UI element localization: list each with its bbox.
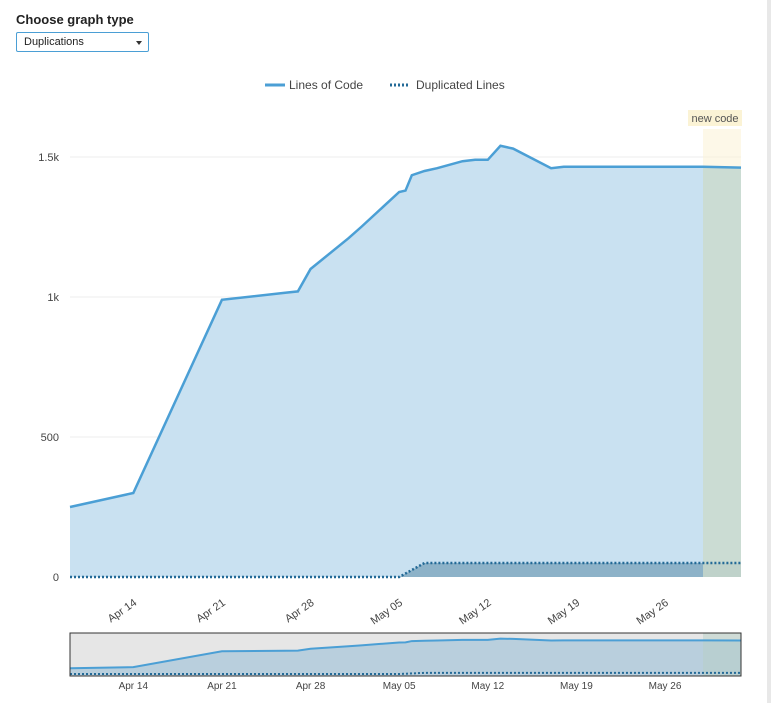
lines-of-code-area	[70, 145, 741, 578]
duplicated-lines-area	[70, 563, 741, 577]
chevron-down-icon	[136, 41, 142, 45]
main-chart: 0 500 1k 1.5k Apr 14 Apr 21 Apr 28 May 05 May 12…	[38, 129, 742, 628]
brush-line-duplicated-lines	[70, 671, 741, 675]
x-tick-label: May 12	[457, 597, 493, 628]
brush-x-tick-label: May 05	[383, 681, 416, 692]
y-tick-label: 1.5k	[38, 152, 59, 164]
brush-x-tick-label: Apr 21	[207, 681, 237, 692]
new-code-overlap	[703, 167, 741, 577]
brush-border	[69, 632, 742, 677]
page-title: Choose graph type	[16, 12, 134, 27]
x-tick-label: May 26	[634, 597, 670, 628]
legend-label-lines-of-code: Lines of Code	[289, 78, 363, 92]
brush-line-lines-of-code	[69, 637, 742, 670]
brush-x-tick-label: Apr 14	[119, 681, 149, 692]
brush-x-tick-label: May 19	[560, 681, 593, 692]
x-tick-label: May 19	[546, 597, 582, 628]
overview-brush[interactable]: Apr 14 Apr 21 Apr 28 May 05 May 12 May 19 May …	[69, 632, 742, 692]
legend-item-duplicated-lines[interactable]: Duplicated Lines	[390, 78, 505, 92]
series-line-duplicated-lines	[70, 561, 741, 579]
x-tick-label: May 05	[369, 597, 405, 628]
graph-type-value: Duplications	[24, 36, 84, 48]
x-tick-label: Apr 14	[106, 597, 139, 625]
brush-x-tick-label: May 12	[471, 681, 504, 692]
legend-item-lines-of-code[interactable]: Lines of Code	[265, 78, 363, 92]
y-tick-label: 0	[53, 572, 59, 584]
legend: Lines of Code Duplicated Lines	[265, 78, 505, 92]
brush-area	[70, 638, 741, 676]
brush-x-tick-label: May 26	[649, 681, 682, 692]
new-code-label: new code	[691, 113, 738, 125]
legend-label-duplicated-lines: Duplicated Lines	[416, 78, 505, 92]
y-tick-label: 1k	[47, 292, 59, 304]
new-code-label-bg	[688, 110, 742, 126]
y-tick-label: 500	[41, 432, 59, 444]
scrollbar[interactable]	[767, 0, 771, 703]
x-tick-label: Apr 28	[283, 597, 316, 625]
brush-x-tick-label: Apr 28	[296, 681, 326, 692]
graph-type-select[interactable]: Duplications	[16, 32, 149, 52]
x-tick-label: Apr 21	[194, 597, 227, 625]
